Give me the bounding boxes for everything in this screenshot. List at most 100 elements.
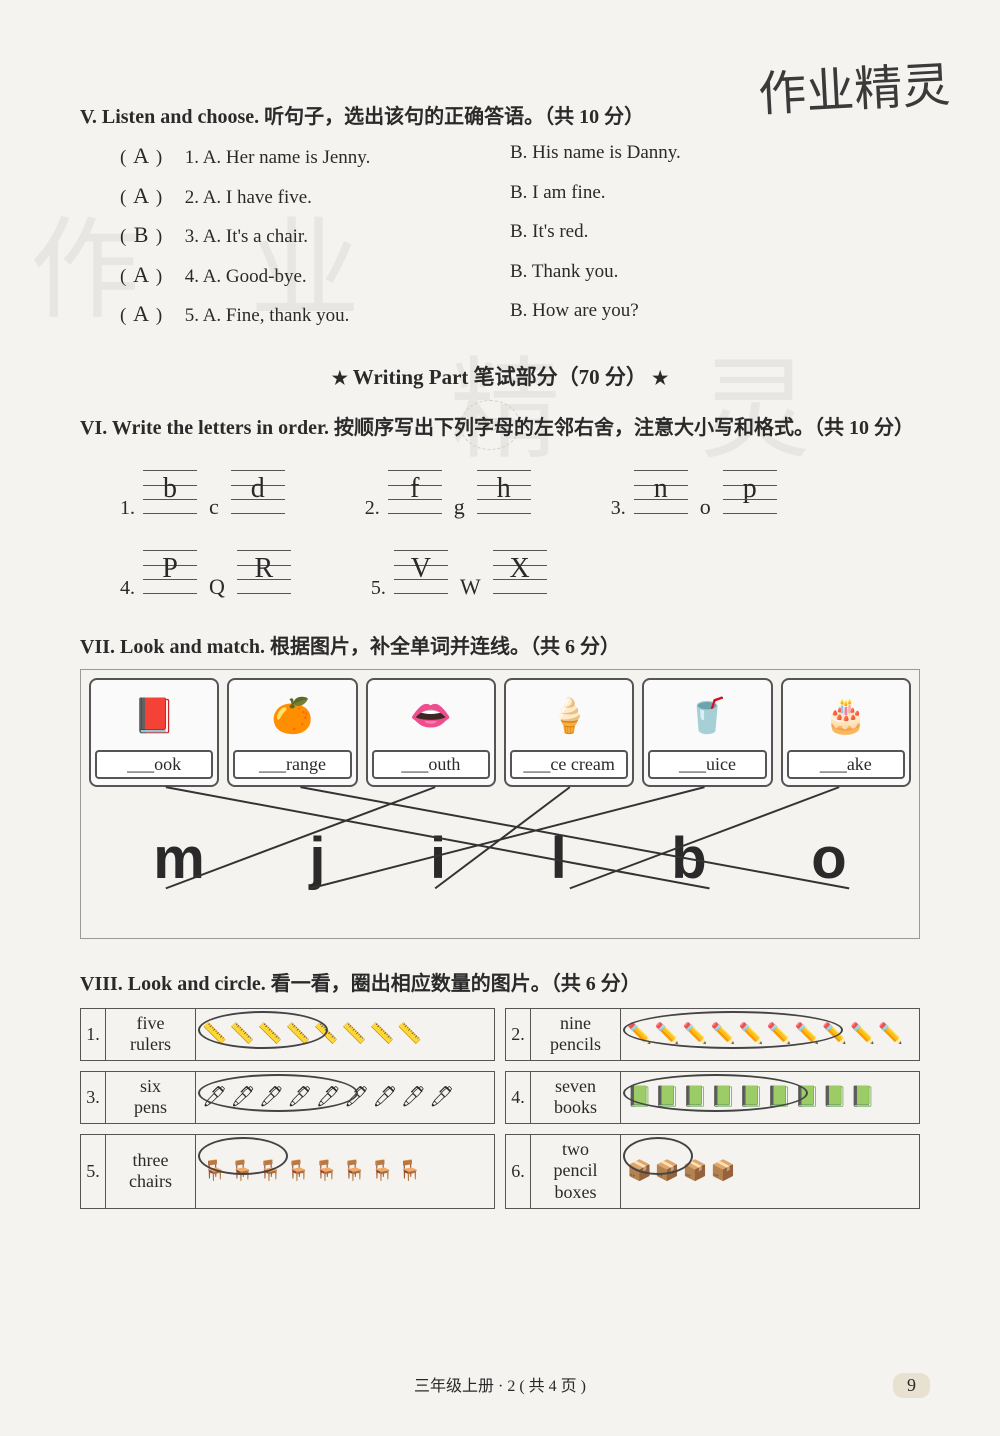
match-image: 🎂 [793, 686, 899, 746]
match-target-letter: i [430, 825, 446, 892]
count-icon: 🖊 [259, 1087, 284, 1107]
count-icon: 📦 [683, 1161, 708, 1181]
count-icon: 📗 [850, 1087, 875, 1107]
given-letter: Q [209, 574, 225, 600]
count-icon: 📦 [711, 1161, 736, 1181]
cell-icons: ✏️✏️✏️✏️✏️✏️✏️✏️✏️✏️ [621, 1008, 920, 1061]
four-line-box: P [143, 550, 197, 594]
handwritten-letter: V [394, 553, 448, 585]
listen-choose-item: ( B ) 3. A. It's a chair.B. It's red. [120, 218, 920, 252]
page-number: 9 [893, 1373, 930, 1398]
cell-label: threechairs [106, 1134, 196, 1209]
cell-label: twopencil boxes [531, 1134, 621, 1209]
writing-header-text: Writing Part 笔试部分（70 分） [348, 365, 647, 389]
count-icon: 📏 [397, 1024, 422, 1044]
four-line-box: h [477, 470, 531, 514]
answer-letter: A [131, 179, 151, 212]
section5-title: V. Listen and choose. 听句子，选出该句的正确答语。（共 1… [80, 100, 920, 129]
match-cell: 👄___outh [366, 678, 496, 787]
match-word-blank: ___uice [648, 750, 766, 779]
match-word-blank: ___ce cream [510, 750, 628, 779]
section7-title-en: VII. Look and match. [80, 636, 265, 658]
count-icon: 🪑 [397, 1161, 422, 1181]
count-icon: 📏 [314, 1024, 339, 1044]
match-word-blank: ___ake [787, 750, 905, 779]
answer-letter: A [131, 139, 151, 172]
count-icon: 📗 [627, 1087, 652, 1107]
count-icon: ✏️ [627, 1024, 652, 1044]
match-cell: 📕___ook [89, 678, 219, 787]
cell-icons: 📗📗📗📗📗📗📗📗📗 [621, 1071, 920, 1124]
given-letter: g [454, 494, 465, 520]
count-icon: ✏️ [739, 1024, 764, 1044]
count-icon: 📏 [258, 1024, 283, 1044]
match-target-letter: j [309, 825, 325, 892]
match-image: 🍊 [239, 686, 345, 746]
count-circle-cell: 2.ninepencils✏️✏️✏️✏️✏️✏️✏️✏️✏️✏️ [505, 1008, 920, 1061]
handwritten-letter: n [634, 473, 688, 505]
count-icon: ✏️ [878, 1024, 903, 1044]
count-circle-cell: 1.fiverulers📏📏📏📏📏📏📏📏 [80, 1008, 495, 1061]
count-icon: 📗 [655, 1087, 680, 1107]
count-circle-cell: 3.sixpens🖊🖊🖊🖊🖊🖊🖊🖊🖊 [80, 1071, 495, 1124]
count-icon: 📏 [342, 1024, 367, 1044]
match-cell: 🎂 ___ake [781, 678, 911, 787]
count-circle-cell: 4.sevenbooks📗📗📗📗📗📗📗📗📗 [505, 1071, 920, 1124]
cell-label: ninepencils [531, 1008, 621, 1061]
count-icon: 🖊 [287, 1087, 312, 1107]
cell-label: fiverulers [106, 1008, 196, 1061]
count-icon: ✏️ [794, 1024, 819, 1044]
count-icon: ✏️ [711, 1024, 736, 1044]
count-icon: 📗 [711, 1087, 736, 1107]
match-container: 📕___ook🍊___range👄___outh 🍦 ___ce cream 🥤 ___… [80, 669, 920, 939]
section6-title: VI. Write the letters in order. 按顺序写出下列字… [80, 411, 920, 440]
count-icon: 🪑 [258, 1161, 283, 1181]
count-icon: 📏 [202, 1024, 227, 1044]
cell-label: sevenbooks [531, 1071, 621, 1124]
given-letter: c [209, 494, 219, 520]
letter-neighbors-item: 4.PQR [120, 550, 291, 600]
count-icon: 🪑 [230, 1161, 255, 1181]
match-cell: 🍊___range [227, 678, 357, 787]
match-target-letter: l [551, 825, 567, 892]
handwritten-letter: p [723, 473, 777, 505]
count-icon: ✏️ [767, 1024, 792, 1044]
count-icon: 📗 [794, 1087, 819, 1107]
given-letter: W [460, 574, 481, 600]
listen-choose-item: ( A ) 5. A. Fine, thank you.B. How are y… [120, 297, 920, 331]
count-icon: ✏️ [683, 1024, 708, 1044]
section6-title-cn: 按顺序写出下列字母的左邻右舍，注意大小写和格式。（共 10 分） [329, 417, 914, 439]
count-icon: 🖊 [344, 1087, 369, 1107]
cell-icons: 🪑🪑🪑🪑🪑🪑🪑🪑 [196, 1134, 495, 1209]
count-icon: 🪑 [202, 1161, 227, 1181]
count-icon: 📏 [230, 1024, 255, 1044]
count-icon: 🖊 [202, 1087, 227, 1107]
match-image: 🍦 [516, 686, 622, 746]
count-icon: 📏 [286, 1024, 311, 1044]
star-right: ★ [652, 368, 668, 388]
listen-choose-item: ( A ) 2. A. I have five.B. I am fine. [120, 179, 920, 213]
match-image: 📕 [101, 686, 207, 746]
match-target-letter: m [153, 825, 205, 892]
handwritten-letter: h [477, 473, 531, 505]
four-line-box: R [237, 550, 291, 594]
answer-letter: B [131, 218, 151, 251]
handwritten-letter: X [493, 553, 547, 585]
count-icon: 📗 [739, 1087, 764, 1107]
handwritten-letter: b [143, 473, 197, 505]
count-icon: 🖊 [316, 1087, 341, 1107]
count-icon: 🪑 [286, 1161, 311, 1181]
letter-neighbors-item: 5.VWX [371, 550, 547, 600]
section6-title-en: VI. Write the letters in order. [80, 417, 329, 439]
cell-number: 3. [80, 1071, 106, 1124]
cell-icons: 📦📦📦📦 [621, 1134, 920, 1209]
handwritten-letter: f [388, 473, 442, 505]
answer-letter: A [131, 258, 151, 291]
count-icon: 🖊 [372, 1087, 397, 1107]
section8-title-cn: 看一看，圈出相应数量的图片。（共 6 分） [266, 973, 641, 995]
match-image: 🥤 [654, 686, 760, 746]
page-footer: 三年级上册 · 2 ( 共 4 页 ) [0, 1372, 1000, 1396]
count-icon: ✏️ [655, 1024, 680, 1044]
count-icon: 🪑 [314, 1161, 339, 1181]
count-circle-cell: 5.threechairs🪑🪑🪑🪑🪑🪑🪑🪑 [80, 1134, 495, 1209]
